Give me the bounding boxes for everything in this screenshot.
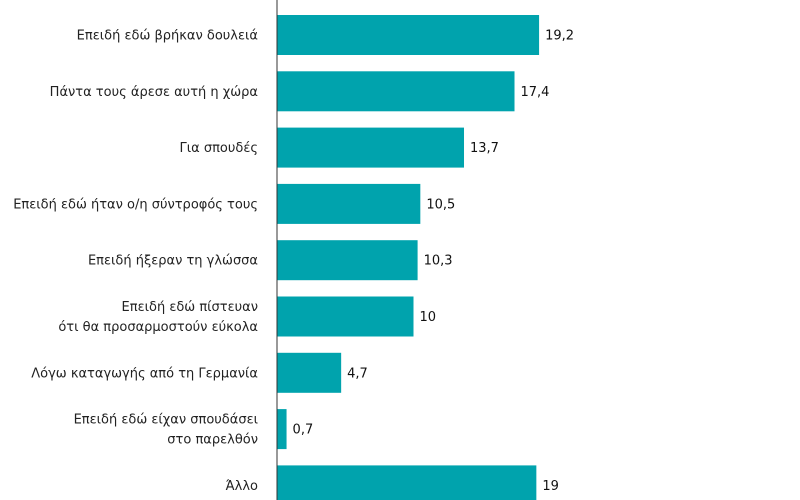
category-label: Για σπουδές	[180, 141, 259, 156]
value-label: 17,4	[521, 85, 550, 100]
category-label-line: Άλλο	[226, 479, 258, 494]
category-label-line: στο παρελθόν	[167, 433, 258, 448]
value-label: 19	[542, 479, 559, 494]
category-label-line: Επειδή εδώ είχαν σπουδάσει	[74, 413, 258, 428]
bar	[277, 71, 515, 112]
category-labels-group: Επειδή εδώ βρήκαν δουλειά Πάντα τους άρεσ…	[13, 29, 258, 494]
bar	[277, 352, 342, 393]
bar	[277, 127, 465, 168]
category-label: Άλλο	[226, 479, 258, 494]
value-labels-group: 19,2 17,4 13,7 10,5 10,3 10 4,7 0,7 19	[293, 29, 574, 494]
category-label: Επειδή εδώ βρήκαν δουλειά	[77, 29, 258, 44]
category-label: Επειδή εδώ ήταν ο/η σύντροφός τους	[13, 197, 258, 212]
value-label: 19,2	[545, 29, 574, 44]
category-label-line: Για σπουδές	[180, 141, 259, 156]
bar	[277, 240, 418, 281]
category-label-line: Πάντα τους άρεσε αυτή η χώρα	[50, 85, 258, 100]
category-label-line: Επειδή εδώ βρήκαν δουλειά	[77, 29, 258, 44]
category-label-line: ότι θα προσαρμοστούν εύκολα	[58, 320, 258, 335]
bars-group	[277, 15, 540, 500]
bar	[277, 409, 287, 450]
value-label: 4,7	[347, 366, 368, 381]
category-label: Λόγω καταγωγής από τη Γερμανία	[31, 366, 258, 381]
value-label: 10,3	[424, 254, 453, 269]
value-label: 10	[420, 310, 437, 325]
category-label-line: Επειδή εδώ ήταν ο/η σύντροφός τους	[13, 197, 258, 212]
bar	[277, 296, 414, 337]
value-label: 0,7	[293, 423, 314, 438]
category-label: Πάντα τους άρεσε αυτή η χώρα	[50, 85, 258, 100]
category-label: Επειδή εδώ πίστευαν ότι θα προσαρμοστούν …	[58, 300, 258, 335]
value-label: 13,7	[470, 141, 499, 156]
bar	[277, 183, 421, 224]
category-label-line: Επειδή εδώ πίστευαν	[122, 300, 258, 315]
category-label: Επειδή εδώ είχαν σπουδάσει στο παρελθόν	[74, 413, 258, 448]
category-label-line: Επειδή ήξεραν τη γλώσσα	[88, 254, 258, 269]
bar	[277, 15, 540, 55]
bar	[277, 465, 537, 500]
category-label-line: Λόγω καταγωγής από τη Γερμανία	[31, 366, 258, 381]
category-label: Επειδή ήξεραν τη γλώσσα	[88, 254, 258, 269]
value-label: 10,5	[426, 197, 455, 212]
